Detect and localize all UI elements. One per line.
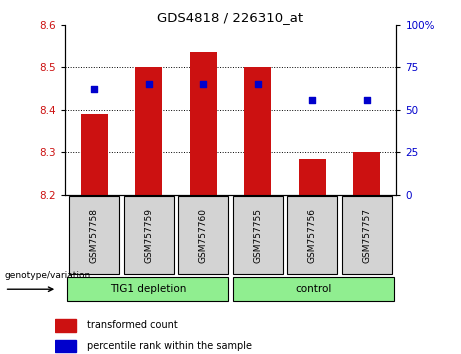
Text: GSM757760: GSM757760 (199, 208, 208, 263)
Text: GSM757758: GSM757758 (90, 208, 99, 263)
Text: control: control (295, 284, 331, 295)
FancyBboxPatch shape (233, 278, 394, 301)
Text: percentile rank within the sample: percentile rank within the sample (87, 341, 252, 351)
Bar (81, 114, 108, 195)
Bar (299, 159, 326, 195)
Point (91, 86, 98, 92)
Point (145, 81, 153, 87)
FancyBboxPatch shape (342, 196, 391, 274)
Text: GSM757755: GSM757755 (253, 208, 262, 263)
Bar (135, 67, 162, 195)
Point (363, 97, 370, 102)
FancyBboxPatch shape (287, 196, 337, 274)
FancyBboxPatch shape (233, 196, 283, 274)
Bar (189, 52, 217, 195)
Title: GDS4818 / 226310_at: GDS4818 / 226310_at (158, 11, 303, 24)
Bar (244, 67, 272, 195)
Text: genotype/variation: genotype/variation (5, 271, 91, 280)
FancyBboxPatch shape (178, 196, 228, 274)
Point (308, 97, 316, 102)
Point (200, 81, 207, 87)
Bar (55, 339, 77, 352)
Text: GSM757757: GSM757757 (362, 208, 371, 263)
FancyBboxPatch shape (70, 196, 119, 274)
Text: transformed count: transformed count (87, 320, 177, 330)
Text: GSM757756: GSM757756 (307, 208, 317, 263)
FancyBboxPatch shape (124, 196, 174, 274)
Bar (353, 152, 380, 195)
Bar (55, 319, 77, 332)
Text: TIG1 depletion: TIG1 depletion (110, 284, 186, 295)
Point (254, 81, 261, 87)
Text: GSM757759: GSM757759 (144, 208, 154, 263)
FancyBboxPatch shape (67, 278, 228, 301)
